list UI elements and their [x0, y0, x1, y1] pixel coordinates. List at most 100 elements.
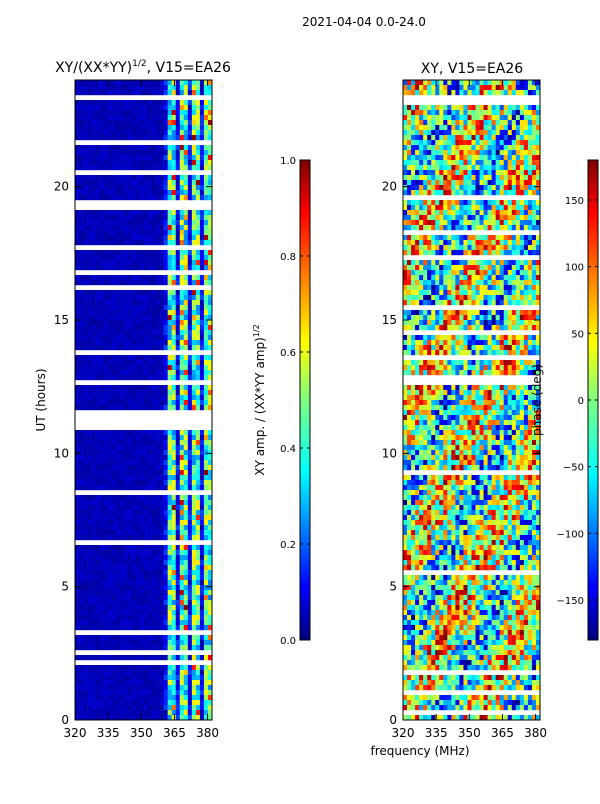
- heatmap-cell: [111, 690, 115, 695]
- heatmap-cell: [135, 705, 139, 710]
- heatmap-cell: [103, 80, 107, 85]
- heatmap-cell: [204, 670, 208, 675]
- heatmap-cell: [512, 150, 516, 155]
- heatmap-cell: [532, 180, 536, 185]
- heatmap-cell: [524, 205, 528, 210]
- heatmap-cell: [192, 595, 196, 600]
- heatmap-cell: [172, 580, 176, 585]
- heatmap-cell: [520, 265, 524, 270]
- heatmap-cell: [423, 120, 427, 125]
- heatmap-cell: [144, 500, 148, 505]
- heatmap-cell: [188, 435, 192, 440]
- heatmap-cell: [139, 535, 143, 540]
- heatmap-cell: [123, 340, 127, 345]
- heatmap-cell: [160, 510, 164, 515]
- heatmap-cell: [148, 675, 152, 680]
- heatmap-cell: [156, 150, 160, 155]
- heatmap-cell: [407, 280, 411, 285]
- heatmap-cell: [99, 595, 103, 600]
- heatmap-cell: [103, 675, 107, 680]
- heatmap-cell: [180, 595, 184, 600]
- heatmap-cell: [192, 320, 196, 325]
- heatmap-cell: [115, 365, 119, 370]
- heatmap-cell: [79, 345, 83, 350]
- heatmap-cell: [459, 155, 463, 160]
- heatmap-cell: [168, 90, 172, 95]
- heatmap-cell: [95, 695, 99, 700]
- heatmap-cell: [91, 455, 95, 460]
- heatmap-cell: [152, 210, 156, 215]
- heatmap-cell: [95, 165, 99, 170]
- heatmap-cell: [135, 690, 139, 695]
- heatmap-cell: [516, 225, 520, 230]
- heatmap-cell: [200, 110, 204, 115]
- heatmap-cell: [131, 710, 135, 715]
- heatmap-cell: [91, 385, 95, 390]
- heatmap-cell: [184, 600, 188, 605]
- heatmap-cell: [168, 105, 172, 110]
- heatmap-cell: [407, 80, 411, 85]
- heatmap-cell: [200, 465, 204, 470]
- heatmap-cell: [115, 680, 119, 685]
- heatmap-cell: [504, 80, 508, 85]
- heatmap-cell: [200, 315, 204, 320]
- heatmap-cell: [204, 610, 208, 615]
- heatmap-cell: [135, 275, 139, 280]
- heatmap-cell: [115, 695, 119, 700]
- heatmap-cell: [111, 130, 115, 135]
- heatmap-cell: [127, 385, 131, 390]
- heatmap-cell: [200, 610, 204, 615]
- heatmap-cell: [176, 480, 180, 485]
- heatmap-cell: [75, 675, 79, 680]
- heatmap-cell: [180, 295, 184, 300]
- heatmap-cell: [135, 480, 139, 485]
- heatmap-cell: [180, 340, 184, 345]
- heatmap-cell: [188, 605, 192, 610]
- heatmap-cell: [512, 115, 516, 120]
- heatmap-cell: [148, 195, 152, 200]
- heatmap-cell: [168, 625, 172, 630]
- heatmap-cell: [455, 260, 459, 265]
- heatmap-cell: [431, 260, 435, 265]
- heatmap-cell: [99, 635, 103, 640]
- heatmap-cell: [459, 215, 463, 220]
- heatmap-cell: [168, 405, 172, 410]
- heatmap-cell: [148, 110, 152, 115]
- heatmap-cell: [75, 150, 79, 155]
- heatmap-cell: [119, 105, 123, 110]
- heatmap-cell: [131, 585, 135, 590]
- heatmap-cell: [427, 185, 431, 190]
- heatmap-cell: [83, 430, 87, 435]
- heatmap-cell: [488, 185, 492, 190]
- heatmap-cell: [131, 445, 135, 450]
- heatmap-cell: [451, 90, 455, 95]
- heatmap-cell: [512, 160, 516, 165]
- heatmap-cell: [524, 115, 528, 120]
- heatmap-cell: [184, 570, 188, 575]
- heatmap-cell: [111, 165, 115, 170]
- heatmap-cell: [127, 615, 131, 620]
- heatmap-cell: [164, 105, 168, 110]
- heatmap-cell: [508, 185, 512, 190]
- heatmap-cell: [184, 610, 188, 615]
- heatmap-cell: [144, 225, 148, 230]
- heatmap-cell: [472, 130, 476, 135]
- heatmap-cell: [107, 290, 111, 295]
- heatmap-cell: [192, 500, 196, 505]
- heatmap-cell: [168, 580, 172, 585]
- heatmap-cell: [103, 705, 107, 710]
- heatmap-cell: [156, 445, 160, 450]
- heatmap-cell: [87, 400, 91, 405]
- heatmap-cell: [75, 590, 79, 595]
- heatmap-cell: [512, 270, 516, 275]
- heatmap-cell: [200, 175, 204, 180]
- heatmap-cell: [83, 670, 87, 675]
- heatmap-cell: [152, 545, 156, 550]
- heatmap-cell: [79, 155, 83, 160]
- heatmap-cell: [192, 475, 196, 480]
- heatmap-cell: [164, 115, 168, 120]
- heatmap-cell: [204, 575, 208, 580]
- heatmap-cell: [184, 255, 188, 260]
- heatmap-cell: [431, 245, 435, 250]
- heatmap-cell: [403, 240, 407, 245]
